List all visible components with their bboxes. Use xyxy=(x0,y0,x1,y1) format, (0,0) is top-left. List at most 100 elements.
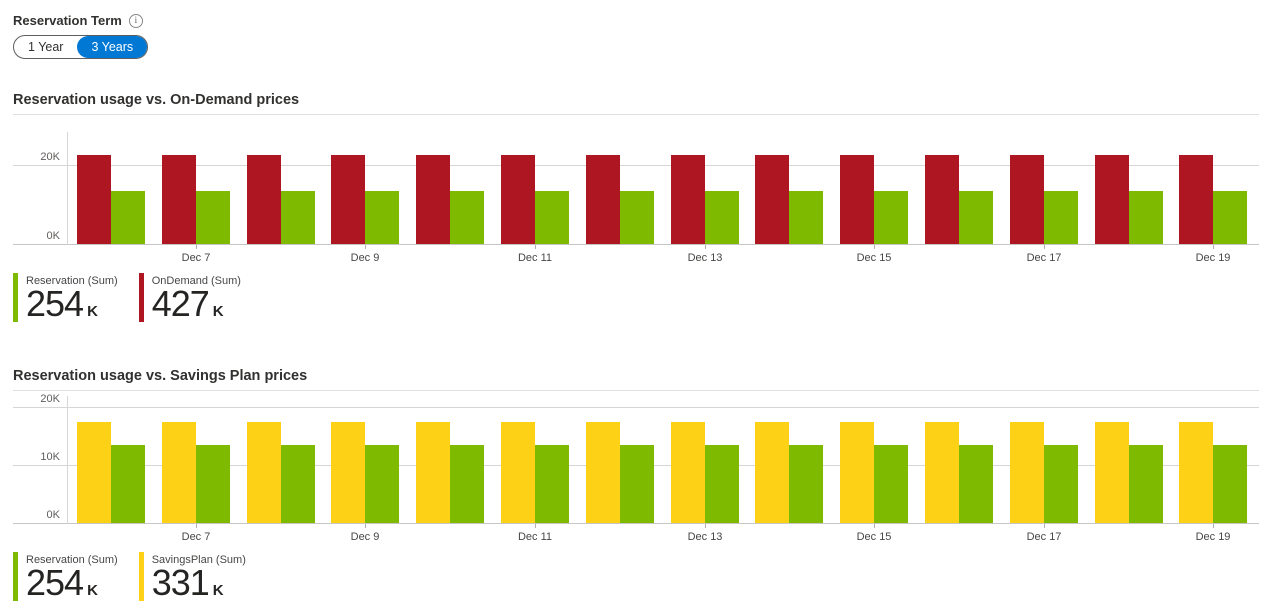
bar-reservation-sum xyxy=(789,445,823,523)
legend-label: OnDemand (Sum) xyxy=(151,275,241,287)
savingsplan-bar-chart: 0K 10K 20K Dec 7 Dec 9 Dec 11 Dec 13 Dec 15 Dec… xyxy=(13,394,1259,548)
x-axis-tick xyxy=(1044,245,1045,249)
x-axis: Dec 7 Dec 9 Dec 11 Dec 13 Dec 15 Dec 17 Dec 19 xyxy=(13,245,1259,269)
plot-area: 0K 20K xyxy=(13,132,1259,245)
x-axis-label: Dec 9 xyxy=(350,252,380,264)
bar-savingsplan-sum xyxy=(162,422,196,523)
bar-reservation-sum xyxy=(281,445,315,523)
x-axis-label: Dec 9 xyxy=(350,531,380,543)
x-axis-label: Dec 7 xyxy=(181,252,211,264)
bar-reservation-sum xyxy=(620,445,654,523)
bar-savingsplan-sum xyxy=(1095,422,1129,523)
bar-ondemand-sum xyxy=(416,155,450,244)
y-axis-label: 20K xyxy=(40,151,60,163)
x-axis: Dec 7 Dec 9 Dec 11 Dec 13 Dec 15 Dec 17 Dec 19 xyxy=(13,524,1259,548)
x-axis-label: Dec 17 xyxy=(1026,252,1062,264)
bar-ondemand-sum xyxy=(247,155,281,244)
x-axis-label: Dec 11 xyxy=(517,252,553,264)
bar-reservation-sum xyxy=(874,445,908,523)
x-axis-tick xyxy=(196,524,197,528)
y-axis-line xyxy=(67,396,68,524)
bar-reservation-sum xyxy=(620,191,654,244)
bar-ondemand-sum xyxy=(1095,155,1129,244)
savingsplan-swatch xyxy=(138,552,144,601)
x-axis-tick xyxy=(1213,245,1214,249)
info-icon[interactable]: i xyxy=(128,13,143,28)
bar-reservation-sum xyxy=(705,445,739,523)
section-divider xyxy=(13,114,1259,115)
x-axis-tick xyxy=(1044,524,1045,528)
bar-savingsplan-sum xyxy=(586,422,620,523)
savingsplan-chart-legend: Reservation (Sum) 254 K SavingsPlan (Sum… xyxy=(13,552,1259,601)
x-axis-tick xyxy=(196,245,197,249)
x-axis-tick xyxy=(874,245,875,249)
bar-savingsplan-sum xyxy=(331,422,365,523)
x-axis-tick xyxy=(365,245,366,249)
bar-ondemand-sum xyxy=(671,155,705,244)
x-axis-tick xyxy=(705,524,706,528)
bar-reservation-sum xyxy=(1044,445,1078,523)
legend-savingsplan: SavingsPlan (Sum) 331 K xyxy=(138,552,246,601)
bar-reservation-sum xyxy=(789,191,823,244)
bar-ondemand-sum xyxy=(77,155,111,244)
legend-value: 254 K xyxy=(26,565,118,608)
gridline xyxy=(13,407,1259,408)
bar-savingsplan-sum xyxy=(416,422,450,523)
legend-value: 427 K xyxy=(151,283,241,329)
legend-reservation: Reservation (Sum) 254 K xyxy=(13,552,118,601)
legend-label: Reservation (Sum) xyxy=(26,275,118,287)
bar-reservation-sum xyxy=(365,445,399,523)
bar-reservation-sum xyxy=(1213,191,1247,244)
bar-reservation-sum xyxy=(111,445,145,523)
bar-reservation-sum xyxy=(281,191,315,244)
legend-number: 427 xyxy=(151,283,210,324)
legend-value: 331 K xyxy=(152,565,246,608)
bar-ondemand-sum xyxy=(1010,155,1044,244)
bar-savingsplan-sum xyxy=(925,422,959,523)
reservation-swatch xyxy=(13,552,18,601)
bar-reservation-sum xyxy=(196,445,230,523)
x-axis-label: Dec 19 xyxy=(1195,531,1231,543)
ondemand-chart-legend: Reservation (Sum) 254 K OnDemand (Sum) 4… xyxy=(13,273,1259,322)
x-axis-label: Dec 13 xyxy=(687,252,723,264)
ondemand-chart-section: Reservation usage vs. On-Demand prices 0… xyxy=(13,92,1259,322)
bar-reservation-sum xyxy=(959,445,993,523)
bar-reservation-sum xyxy=(111,191,145,244)
legend-value: 254 K xyxy=(26,283,118,329)
y-axis-label: 0K xyxy=(46,230,60,242)
x-axis-tick xyxy=(705,245,706,249)
legend-unit: K xyxy=(87,582,98,599)
bar-savingsplan-sum xyxy=(1010,422,1044,523)
toggle-option-1-year[interactable]: 1 Year xyxy=(14,36,77,58)
bar-savingsplan-sum xyxy=(77,422,111,523)
bar-reservation-sum xyxy=(450,445,484,523)
toggle-option-3-years[interactable]: 3 Years xyxy=(77,36,148,58)
bar-reservation-sum xyxy=(196,191,230,244)
y-axis-line xyxy=(67,132,68,245)
savingsplan-chart-title: Reservation usage vs. Savings Plan price… xyxy=(13,368,308,384)
bar-reservation-sum xyxy=(1044,191,1078,244)
x-axis-tick xyxy=(535,524,536,528)
x-axis-tick xyxy=(365,524,366,528)
bar-ondemand-sum xyxy=(755,155,789,244)
bar-ondemand-sum xyxy=(925,155,959,244)
plot-area: 0K 10K 20K xyxy=(13,394,1259,524)
reservation-swatch xyxy=(13,273,18,322)
reservation-term-header: Reservation Term i xyxy=(13,12,1259,29)
bar-reservation-sum xyxy=(535,445,569,523)
legend-reservation: Reservation (Sum) 254 K xyxy=(13,273,118,322)
bar-reservation-sum xyxy=(874,191,908,244)
x-axis-label: Dec 7 xyxy=(181,531,211,543)
bar-savingsplan-sum xyxy=(247,422,281,523)
bar-savingsplan-sum xyxy=(671,422,705,523)
x-axis-tick xyxy=(874,524,875,528)
legend-label: SavingsPlan (Sum) xyxy=(151,554,246,566)
bar-reservation-sum xyxy=(450,191,484,244)
legend-number: 254 xyxy=(26,283,84,324)
bar-reservation-sum xyxy=(1213,445,1247,523)
ondemand-bar-chart: 0K 20K Dec 7 Dec 9 Dec 11 Dec 13 Dec 15 Dec 17… xyxy=(13,132,1259,269)
bar-reservation-sum xyxy=(1129,445,1163,523)
x-axis-label: Dec 19 xyxy=(1195,252,1231,264)
x-axis-tick xyxy=(1213,524,1214,528)
